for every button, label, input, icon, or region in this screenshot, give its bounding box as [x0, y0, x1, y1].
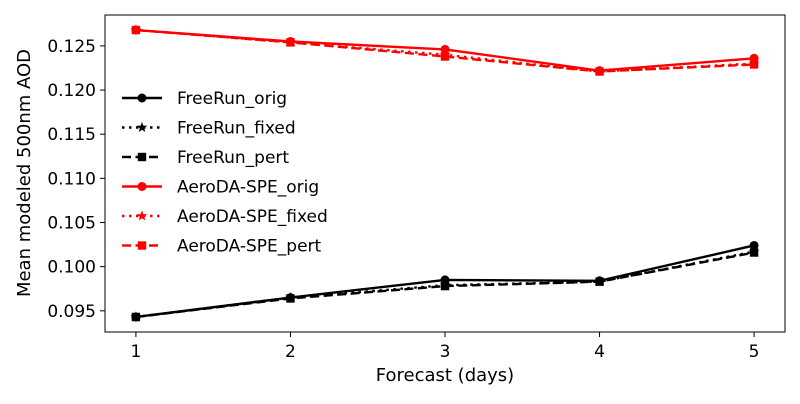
legend-entry: FreeRun_pert: [122, 148, 289, 168]
x-tick-label: 3: [440, 342, 451, 362]
legend-label: AeroDA-SPE_pert: [177, 237, 322, 257]
legend-label: FreeRun_orig: [177, 89, 287, 109]
series-AeroDA-SPE_pert: [131, 25, 759, 76]
legend-marker: [136, 210, 148, 221]
y-tick-label: 0.120: [47, 81, 96, 101]
data-point: [595, 277, 604, 286]
data-point: [440, 52, 450, 61]
data-point: [749, 240, 759, 250]
data-point: [131, 25, 141, 35]
legend-marker: [137, 152, 147, 162]
y-tick-label: 0.110: [47, 169, 96, 189]
legend-entry: FreeRun_orig: [122, 89, 287, 109]
y-tick-label: 0.100: [47, 258, 96, 278]
legend-label: FreeRun_fixed: [177, 119, 296, 139]
legend-entry: AeroDA-SPE_pert: [122, 237, 322, 257]
legend-marker: [136, 121, 148, 133]
x-axis-label: Forecast (days): [376, 365, 514, 386]
y-tick-label: 0.095: [47, 302, 96, 322]
data-point: [749, 60, 759, 69]
y-tick-label: 0.125: [47, 37, 96, 57]
series-line: [135, 28, 755, 73]
legend-label: AeroDA-SPE_orig: [177, 178, 319, 198]
data-point: [440, 281, 450, 291]
data-point: [131, 312, 141, 322]
x-tick-label: 4: [594, 342, 605, 362]
data-point: [286, 294, 295, 303]
x-tick-label: 1: [130, 342, 141, 362]
y-tick-label: 0.105: [47, 214, 96, 234]
data-point: [286, 38, 295, 47]
x-tick-label: 5: [749, 342, 760, 362]
legend-entry: AeroDA-SPE_fixed: [122, 207, 328, 227]
legend-label: AeroDA-SPE_fixed: [177, 207, 328, 227]
legend-marker: [137, 93, 147, 103]
legend-entry: FreeRun_fixed: [122, 119, 296, 139]
series-FreeRun_pert: [131, 248, 759, 322]
y-axis-label: Mean modeled 500nm AOD: [14, 49, 35, 297]
y-tick-label: 0.115: [47, 125, 96, 145]
legend-marker: [137, 182, 147, 191]
legend-entry: AeroDA-SPE_orig: [122, 178, 319, 198]
legend-marker: [137, 241, 147, 250]
data-point: [749, 248, 759, 257]
data-point: [595, 67, 604, 76]
legend-label: FreeRun_pert: [177, 148, 289, 168]
x-tick-label: 2: [285, 342, 296, 362]
